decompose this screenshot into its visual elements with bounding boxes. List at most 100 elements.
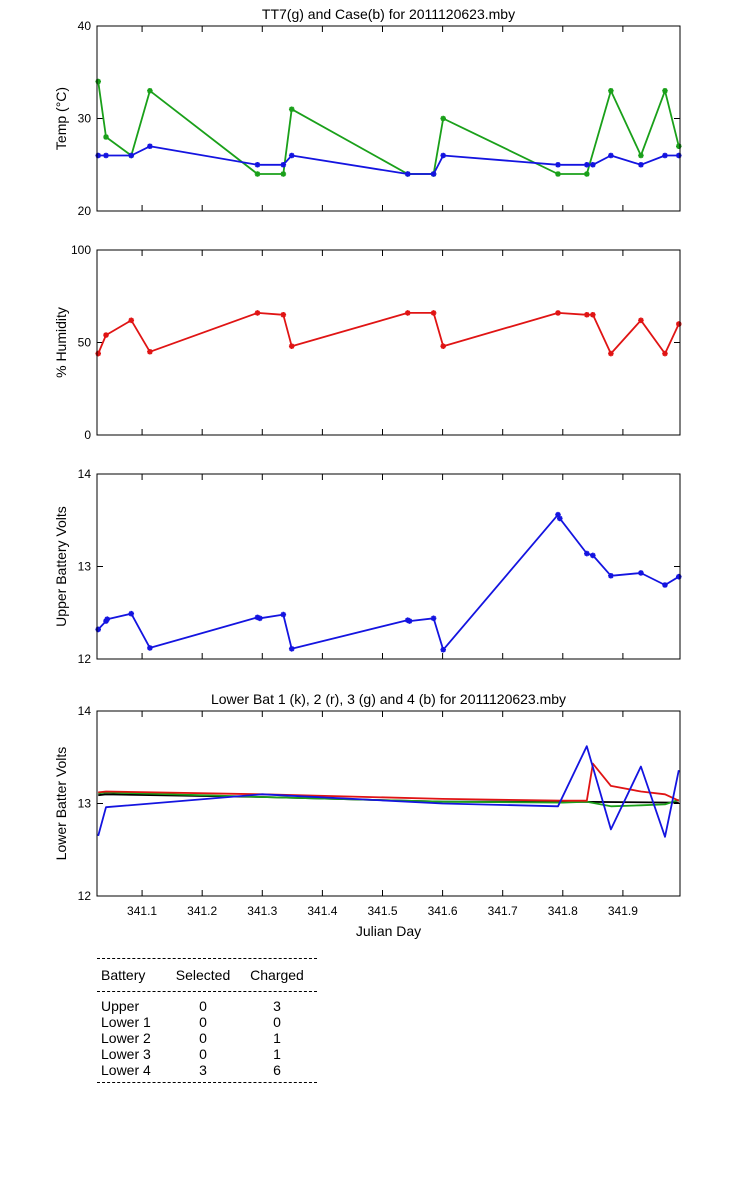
y-tick-label: 50 [78, 336, 92, 350]
table-top-rule [97, 958, 317, 959]
header-battery: Battery [101, 967, 146, 983]
y-axis-label: Upper Battery Volts [53, 506, 69, 627]
table-row: Lower 4 3 6 [97, 1062, 317, 1078]
y-tick-label: 40 [78, 19, 92, 33]
battery-name: Lower 4 [101, 1062, 151, 1078]
series-line [98, 791, 680, 808]
battery-name: Lower 2 [101, 1030, 151, 1046]
plot-frame [96, 473, 681, 660]
series-line [97, 745, 680, 838]
battery-name: Upper [101, 998, 140, 1014]
data-point [638, 152, 644, 159]
data-point [555, 511, 561, 518]
series-path [98, 791, 680, 808]
y-tick-label: 13 [78, 797, 92, 811]
header-charged: Charged [250, 967, 304, 983]
charts-figure: 20 30 40 TT7(g) and Case(b) for 2011120623.… [53, 6, 682, 939]
y-tick-label: 13 [78, 560, 92, 574]
data-point [280, 311, 287, 318]
y-tick-label: 12 [78, 889, 92, 903]
data-point [440, 115, 446, 122]
y-axis-label: % Humidity [53, 307, 69, 378]
data-point [257, 615, 263, 622]
battery-charged: 1 [273, 1030, 281, 1046]
data-point [584, 311, 590, 318]
data-point [406, 618, 413, 624]
x-tick-label: 341.9 [608, 904, 638, 918]
data-point [104, 616, 111, 623]
data-point [95, 152, 102, 159]
data-point [128, 610, 135, 617]
x-tick-label: 341.8 [548, 904, 578, 918]
data-point [280, 611, 287, 618]
x-tick-label: 341.1 [127, 904, 157, 918]
data-point [254, 171, 261, 177]
data-point [280, 171, 287, 177]
chart-upper-battery: 12 13 14 Upper Battery Volts [53, 467, 682, 666]
y-tick-label: 30 [78, 112, 92, 126]
data-point [608, 350, 614, 357]
data-point [662, 350, 668, 357]
data-point [254, 614, 261, 621]
chart-humidity: 0 50 100 % Humidity [53, 243, 682, 442]
x-tick-label: 341.7 [488, 904, 518, 918]
data-point [288, 152, 295, 159]
table-bottom-rule [97, 1082, 317, 1083]
plot-frame [96, 710, 681, 897]
battery-selected: 0 [199, 1046, 207, 1062]
chart-lower-battery: 12 13 14 341.1 341.2 341.3 341.4 341.5 341.6 341.… [53, 691, 681, 939]
series-path [97, 311, 680, 355]
data-point [95, 350, 102, 357]
data-point [440, 646, 446, 653]
battery-name: Lower 3 [101, 1046, 151, 1062]
data-point [608, 87, 614, 94]
data-point [608, 152, 614, 159]
table-row: Lower 3 0 1 [97, 1046, 317, 1062]
data-point [103, 332, 109, 338]
y-tick-label: 14 [78, 467, 92, 481]
data-point [638, 570, 644, 576]
battery-selected: 0 [199, 998, 207, 1014]
header-selected: Selected [175, 967, 231, 983]
y-tick-label: 20 [78, 204, 92, 218]
data-point [590, 161, 596, 168]
battery-charged: 0 [273, 1014, 281, 1030]
y-axis-label: Temp (°C) [53, 87, 69, 150]
series-path [97, 513, 680, 651]
data-point [288, 343, 295, 349]
data-point [608, 572, 614, 579]
battery-selected: 3 [199, 1062, 207, 1078]
chart-temp: 20 30 40 TT7(g) and Case(b) for 2011120623.… [53, 6, 682, 218]
y-tick-label: 14 [78, 704, 92, 718]
battery-charged: 6 [273, 1062, 281, 1078]
chart-title: TT7(g) and Case(b) for 2011120623.mby [262, 6, 515, 22]
series-line [95, 310, 682, 357]
data-point [675, 321, 682, 327]
data-point [662, 582, 668, 588]
data-point [675, 143, 682, 150]
x-axis-label: Julian Day [356, 923, 421, 939]
table-row: Lower 1 0 0 [97, 1014, 317, 1030]
data-point [430, 615, 437, 622]
data-point [584, 171, 590, 177]
data-point [675, 573, 682, 580]
data-point [147, 143, 153, 150]
data-point [430, 310, 437, 316]
data-point [556, 515, 563, 522]
data-point [147, 645, 153, 651]
data-point [254, 310, 261, 316]
data-point [103, 134, 109, 140]
y-tick-label: 0 [84, 428, 91, 442]
x-tick-label: 341.5 [367, 904, 397, 918]
data-point [638, 161, 644, 168]
battery-table: Battery Selected Charged Upper 0 3 Lower… [97, 958, 317, 1083]
series-line [95, 78, 682, 177]
data-point [128, 317, 135, 324]
table-body: Upper 0 3 Lower 1 0 0 Lower 2 0 1 Lower … [97, 992, 317, 1082]
battery-charged: 1 [273, 1046, 281, 1062]
plot-frame [96, 249, 681, 436]
data-point [555, 310, 561, 316]
data-point [288, 106, 295, 113]
data-point [404, 310, 411, 316]
data-point [638, 317, 644, 324]
